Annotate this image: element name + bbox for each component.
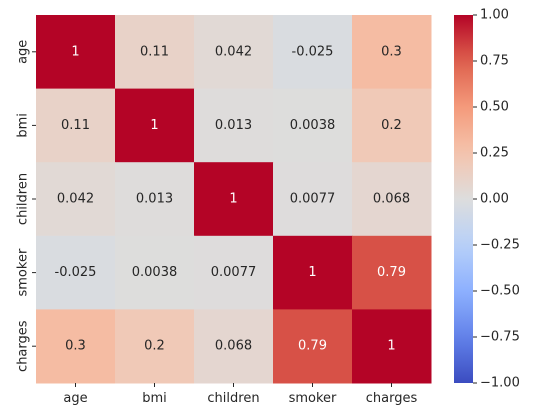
colorbar-tick-label: −0.25 xyxy=(480,238,520,253)
colorbar-tick-label: 0.75 xyxy=(480,54,509,69)
cell-value-label: 0.2 xyxy=(144,339,165,354)
heatmap-cell-charges-smoker xyxy=(273,309,353,384)
heatmap-cell-bmi-charges xyxy=(352,88,432,163)
colorbar-tick-label: 0.50 xyxy=(480,100,509,115)
heatmap-cell-bmi-bmi xyxy=(115,88,195,163)
colorbar-tick-label: 1.00 xyxy=(480,8,509,23)
x-axis: age bmi children smoker charges xyxy=(63,383,417,406)
heatmap-cell-labels: 1 0.11 0.042 -0.025 0.3 0.11 1 0.013 0.0038 0.2 0.… xyxy=(55,44,411,353)
cell-value-label: 0.0038 xyxy=(132,265,178,280)
heatmap-cell-age-children xyxy=(194,15,274,90)
cell-value-label: -0.025 xyxy=(55,265,97,280)
y-tick-label: smoker xyxy=(16,248,31,296)
cell-value-label: 0.013 xyxy=(136,192,173,207)
y-tick-label: children xyxy=(16,173,31,225)
heatmap-cell-children-age xyxy=(36,162,116,237)
heatmap-cell-smoker-children xyxy=(194,235,274,310)
heatmap-cell-smoker-smoker xyxy=(273,235,353,310)
x-tick-label: bmi xyxy=(142,391,167,406)
cell-value-label: 1 xyxy=(71,44,79,59)
heatmap-cell-bmi-children xyxy=(194,88,274,163)
heatmap-cell-age-age xyxy=(36,15,116,90)
heatmap-cell-age-smoker xyxy=(273,15,353,90)
colorbar: 1.00 0.75 0.50 0.25 0.00 −0.25 −0.50 −0.75 −1.00 xyxy=(454,8,520,391)
heatmap-cell-bmi-smoker xyxy=(273,88,353,163)
cell-value-label: -0.025 xyxy=(292,44,334,59)
cell-value-label: 0.79 xyxy=(377,265,406,280)
heatmap-cell-charges-charges xyxy=(352,309,432,384)
heatmap-cells xyxy=(36,15,432,384)
cell-value-label: 1 xyxy=(308,265,316,280)
heatmap-cell-bmi-age xyxy=(36,88,116,163)
colorbar-tick-label: 0.00 xyxy=(480,192,509,207)
cell-value-label: 1 xyxy=(150,118,158,133)
heatmap-cell-children-children xyxy=(194,162,274,237)
colorbar-tick-label: 0.25 xyxy=(480,146,509,161)
cell-value-label: 0.11 xyxy=(140,44,169,59)
cell-value-label: 0.0077 xyxy=(211,265,257,280)
heatmap-cell-children-smoker xyxy=(273,162,353,237)
heatmap-cell-smoker-age xyxy=(36,235,116,310)
cell-value-label: 0.042 xyxy=(57,192,94,207)
y-tick-label: age xyxy=(16,40,31,64)
heatmap-cell-smoker-charges xyxy=(352,235,432,310)
cell-value-label: 0.068 xyxy=(373,192,410,207)
y-tick-label: bmi xyxy=(16,113,31,138)
cell-value-label: 0.3 xyxy=(381,44,402,59)
heatmap-cell-charges-children xyxy=(194,309,274,384)
cell-value-label: 0.3 xyxy=(65,339,86,354)
y-axis: age bmi children smoker charges xyxy=(16,40,36,372)
heatmap-cell-smoker-bmi xyxy=(115,235,195,310)
cell-value-label: 0.79 xyxy=(298,339,327,354)
cell-value-label: 0.042 xyxy=(215,44,252,59)
heatmap-cell-children-bmi xyxy=(115,162,195,237)
heatmap-cell-age-charges xyxy=(352,15,432,90)
cell-value-label: 0.0077 xyxy=(290,192,336,207)
cell-value-label: 0.068 xyxy=(215,339,252,354)
heatmap-cell-charges-bmi xyxy=(115,309,195,384)
colorbar-tick-label: −1.00 xyxy=(480,376,520,391)
x-tick-label: charges xyxy=(366,391,418,406)
cell-value-label: 0.11 xyxy=(61,118,90,133)
colorbar-tick-label: −0.50 xyxy=(480,284,520,299)
cell-value-label: 0.0038 xyxy=(290,118,336,133)
y-tick-label: charges xyxy=(16,320,31,372)
x-tick-label: age xyxy=(63,391,87,406)
colorbar-gradient xyxy=(454,15,473,383)
x-tick-label: children xyxy=(207,391,259,406)
heatmap-cell-age-bmi xyxy=(115,15,195,90)
heatmap-cell-charges-age xyxy=(36,309,116,384)
cell-value-label: 1 xyxy=(229,192,237,207)
cell-value-label: 0.013 xyxy=(215,118,252,133)
heatmap-cell-children-charges xyxy=(352,162,432,237)
x-tick-label: smoker xyxy=(289,391,337,406)
cell-value-label: 0.2 xyxy=(381,118,402,133)
cell-value-label: 1 xyxy=(387,339,395,354)
colorbar-tick-label: −0.75 xyxy=(480,330,520,345)
